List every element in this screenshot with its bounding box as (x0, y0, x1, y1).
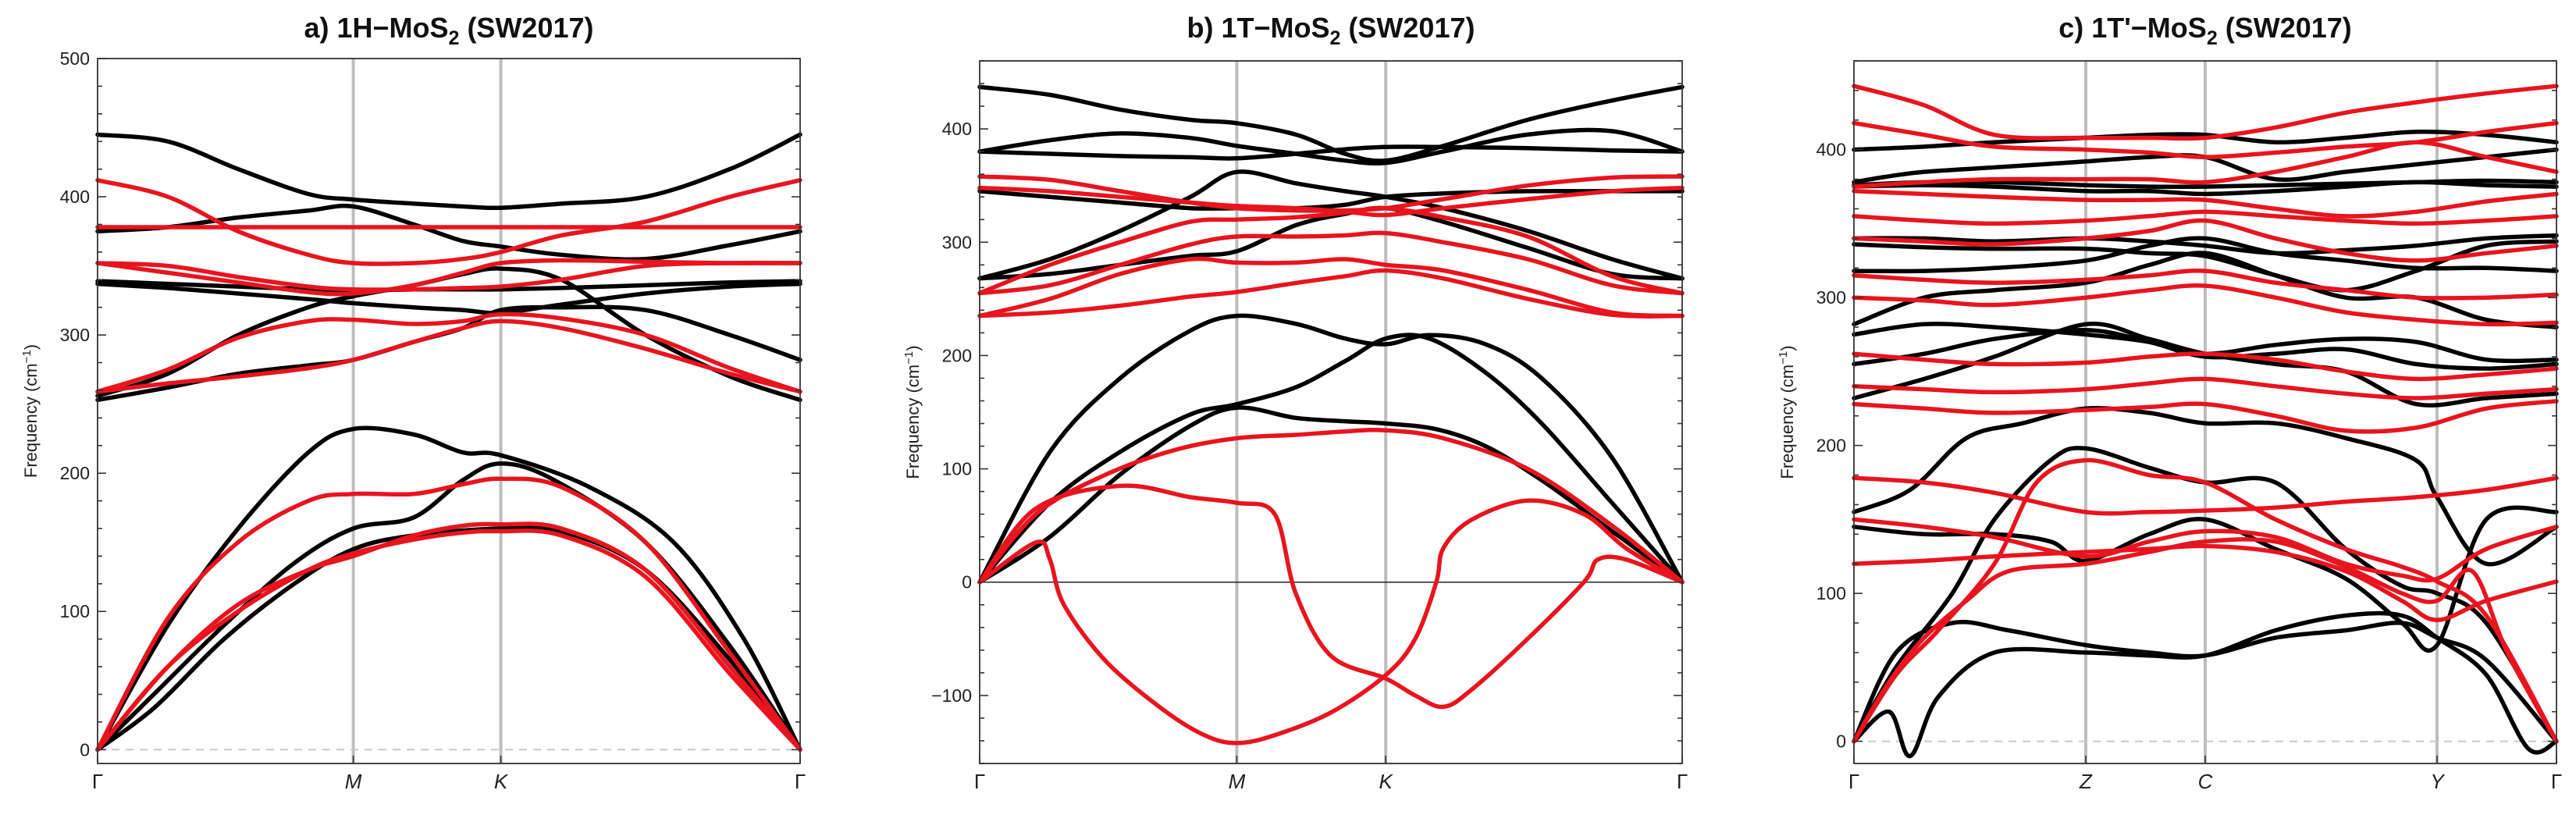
band-model-14 (1852, 140, 2559, 189)
y-tick-label: 0 (80, 739, 90, 760)
kpoint-label: Γ (1677, 770, 1688, 793)
band-model-3 (977, 498, 1685, 746)
band-model-5 (95, 311, 802, 394)
kpoint-label: Z (2079, 770, 2093, 793)
band-reference-9 (1852, 251, 2559, 329)
y-tick-label: 0 (1836, 731, 1846, 752)
y-tick-label: 400 (60, 187, 90, 207)
band-model-7 (977, 205, 1685, 296)
y-tick-label: 100 (60, 601, 90, 621)
band-reference-2 (95, 461, 802, 753)
y-tick-label: 200 (60, 463, 90, 483)
band-model-9 (95, 178, 802, 266)
band-model-6 (95, 258, 802, 297)
y-axis-label: Frequency (cm−1) (1777, 345, 1797, 479)
panel-title: b) 1T−MoS2 (SW2017) (1187, 12, 1475, 49)
band-reference-9 (95, 132, 802, 211)
kpoint-label: Y (2430, 770, 2445, 793)
panel-title: a) 1H−MoS2 (SW2017) (304, 12, 593, 49)
y-tick-label: 0 (962, 572, 972, 593)
band-model-1 (95, 476, 802, 753)
y-tick-label: 200 (942, 345, 972, 365)
band-reference-5 (1852, 405, 2559, 567)
band-model-10 (1852, 269, 2559, 301)
band-model-6 (1852, 399, 2559, 434)
band-reference-5 (977, 169, 1685, 281)
y-tick-label: 400 (942, 119, 972, 139)
band-model-2 (977, 483, 1685, 710)
band-model-3 (95, 529, 802, 753)
band-model-4 (977, 268, 1685, 319)
band-model-2 (1852, 537, 2559, 744)
band-reference-11 (1852, 239, 2559, 293)
band-reference-9 (977, 84, 1685, 163)
y-tick-label: 300 (942, 232, 972, 252)
band-reference-7 (977, 144, 1685, 161)
band-model-2 (95, 521, 802, 753)
y-tick-label: 200 (1816, 436, 1846, 456)
band-model-9 (977, 174, 1685, 213)
band-model-5 (1852, 475, 2559, 516)
kpoint-label: Γ (795, 770, 806, 793)
y-tick-label: 500 (60, 48, 90, 69)
kpoint-label: K (1379, 770, 1394, 793)
kpoint-label: Γ (2551, 770, 2562, 793)
band-model-15 (1852, 120, 2559, 159)
band-reference-3 (977, 405, 1685, 585)
band-reference-6 (95, 281, 802, 315)
plot-frame (97, 58, 801, 764)
band-model-4 (95, 319, 802, 394)
band-model-12 (1852, 209, 2559, 226)
panel-title: c) 1T'−MoS2 (SW2017) (2058, 12, 2352, 49)
kpoint-label: Γ (1848, 770, 1859, 793)
band-model-6 (977, 230, 1685, 296)
band-reference-8 (95, 203, 802, 262)
band-reference-12 (1852, 233, 2559, 256)
band-model-7 (95, 261, 802, 292)
panel-1: a) 1H−MoS2 (SW2017) 0 100 200 300 400 500 Γ M K Γ F… (20, 12, 806, 793)
kpoint-label: M (1229, 770, 1246, 793)
kpoint-label: Γ (974, 770, 985, 793)
band-reference-1 (977, 313, 1685, 585)
y-tick-label: 300 (1816, 287, 1846, 308)
y-tick-label: 400 (1816, 140, 1846, 160)
band-reference-4 (977, 205, 1685, 281)
band-model-13 (1852, 188, 2559, 219)
band-model-3 (1852, 543, 2559, 622)
band-model-5 (977, 256, 1685, 319)
y-tick-label: 300 (60, 325, 90, 345)
band-reference-6 (977, 188, 1685, 211)
band-model-1 (1852, 457, 2559, 744)
y-axis-label: Frequency (cm−1) (20, 344, 41, 478)
band-reference-8 (977, 127, 1685, 166)
band-reference-2 (977, 333, 1685, 585)
kpoint-label: M (345, 770, 362, 793)
band-reference-10 (1852, 236, 2559, 274)
panel-3: c) 1T'−MoS2 (SW2017) 0 100 200 300 400 Γ Z C Y Γ Fr… (1777, 12, 2562, 793)
kpoint-label: K (494, 770, 509, 793)
panel-2: b) 1T−MoS2 (SW2017) −100 0 100 200 300 400 Γ M K Γ… (902, 12, 1688, 793)
band-model-8 (1852, 351, 2559, 382)
band-reference-7 (1852, 328, 2559, 371)
band-model-4 (1852, 517, 2559, 583)
y-axis-label: Frequency (cm−1) (902, 345, 923, 479)
y-tick-label: −100 (931, 685, 972, 706)
band-model-11 (1852, 218, 2559, 263)
y-tick-label: 100 (1816, 583, 1846, 603)
band-model-1 (977, 427, 1685, 585)
plot-frame (979, 60, 1683, 764)
band-model-16 (1852, 84, 2559, 141)
band-reference-1 (95, 425, 802, 753)
kpoint-label: C (2198, 770, 2213, 793)
y-tick-label: 100 (942, 459, 972, 479)
kpoint-label: Γ (92, 770, 103, 793)
band-model-7 (1852, 376, 2559, 400)
band-model-9 (1852, 283, 2559, 327)
